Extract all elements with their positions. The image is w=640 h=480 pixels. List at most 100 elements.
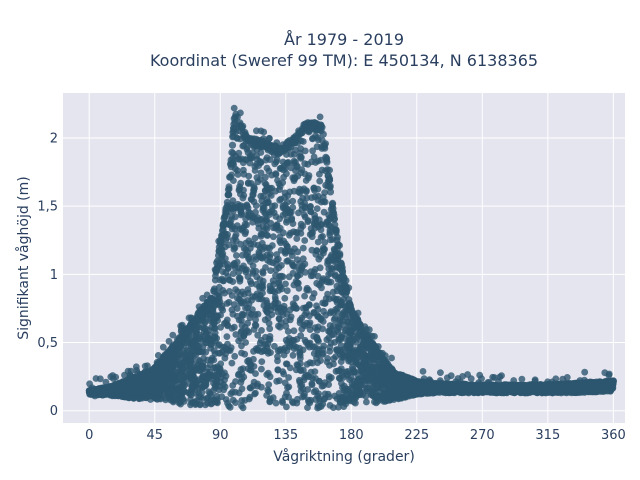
data-point bbox=[285, 374, 292, 381]
data-point bbox=[220, 386, 228, 394]
data-point bbox=[237, 366, 245, 373]
data-point bbox=[326, 402, 334, 409]
data-point bbox=[257, 159, 265, 167]
data-point bbox=[175, 355, 183, 363]
data-point bbox=[245, 255, 253, 263]
data-point bbox=[314, 392, 321, 400]
data-point bbox=[306, 399, 314, 407]
data-point bbox=[205, 388, 213, 396]
data-point bbox=[350, 398, 358, 406]
data-point bbox=[252, 316, 259, 324]
data-point bbox=[333, 282, 341, 290]
data-point bbox=[188, 372, 196, 379]
data-point bbox=[385, 389, 393, 396]
data-point bbox=[290, 157, 298, 165]
data-point bbox=[237, 378, 245, 386]
data-point bbox=[320, 249, 327, 257]
data-point bbox=[321, 239, 329, 246]
data-point bbox=[301, 147, 309, 155]
data-point bbox=[325, 327, 332, 335]
data-point bbox=[256, 244, 264, 252]
data-point bbox=[231, 388, 239, 396]
data-point bbox=[236, 185, 243, 193]
data-point bbox=[276, 186, 283, 194]
data-point bbox=[230, 323, 238, 331]
data-point bbox=[272, 272, 279, 280]
data-point bbox=[252, 389, 259, 397]
data-point bbox=[344, 370, 352, 378]
data-point bbox=[228, 213, 236, 220]
data-point bbox=[233, 204, 240, 211]
data-point bbox=[330, 322, 337, 330]
data-point bbox=[325, 373, 333, 380]
data-point bbox=[219, 306, 227, 314]
data-point bbox=[243, 145, 251, 153]
data-point bbox=[250, 240, 258, 248]
data-point bbox=[229, 396, 237, 404]
data-point bbox=[348, 328, 356, 336]
data-point bbox=[270, 233, 277, 241]
data-point bbox=[266, 336, 274, 343]
data-point bbox=[221, 261, 229, 268]
data-point bbox=[316, 177, 324, 185]
data-point bbox=[330, 316, 338, 324]
data-point bbox=[238, 321, 246, 329]
data-point bbox=[341, 354, 348, 361]
data-point bbox=[242, 228, 250, 236]
data-point bbox=[309, 147, 316, 155]
data-point bbox=[272, 171, 280, 179]
data-point bbox=[240, 332, 248, 340]
data-point bbox=[274, 177, 281, 184]
data-point bbox=[253, 174, 261, 181]
data-point bbox=[199, 375, 207, 383]
data-point bbox=[198, 389, 206, 396]
data-point bbox=[293, 361, 301, 368]
data-point bbox=[251, 185, 258, 192]
data-point bbox=[329, 288, 337, 296]
data-point bbox=[263, 225, 271, 233]
data-point bbox=[325, 271, 332, 278]
data-point bbox=[324, 257, 332, 265]
data-point bbox=[225, 241, 233, 249]
data-point bbox=[336, 367, 343, 374]
data-point bbox=[271, 342, 278, 350]
data-point bbox=[211, 325, 219, 332]
data-point bbox=[285, 334, 293, 342]
data-point bbox=[202, 381, 210, 388]
data-point bbox=[330, 360, 337, 368]
data-point bbox=[339, 311, 346, 319]
data-point bbox=[289, 220, 297, 228]
data-point bbox=[301, 237, 309, 244]
data-point bbox=[299, 255, 307, 263]
data-point bbox=[221, 289, 229, 297]
data-point bbox=[263, 231, 271, 239]
data-point bbox=[318, 278, 325, 286]
data-point bbox=[169, 374, 177, 381]
data-point bbox=[222, 350, 230, 358]
data-point bbox=[182, 370, 190, 377]
data-point bbox=[293, 305, 301, 312]
data-point bbox=[271, 160, 279, 168]
data-point bbox=[274, 347, 282, 355]
data-point bbox=[297, 332, 305, 340]
data-point bbox=[312, 375, 319, 382]
data-point bbox=[313, 333, 320, 341]
data-point bbox=[257, 232, 265, 240]
data-point bbox=[320, 342, 327, 350]
data-point bbox=[314, 196, 322, 204]
data-point bbox=[280, 302, 288, 310]
data-point bbox=[246, 209, 254, 217]
data-point bbox=[267, 267, 274, 274]
data-point bbox=[211, 312, 219, 320]
data-point bbox=[335, 390, 343, 397]
data-point bbox=[395, 394, 402, 402]
data-point bbox=[352, 357, 360, 365]
data-point bbox=[265, 381, 273, 388]
data-point bbox=[294, 172, 302, 180]
data-point bbox=[258, 254, 266, 262]
data-point bbox=[153, 395, 161, 402]
data-point bbox=[272, 266, 280, 274]
data-point bbox=[304, 218, 312, 226]
data-point bbox=[241, 350, 249, 358]
